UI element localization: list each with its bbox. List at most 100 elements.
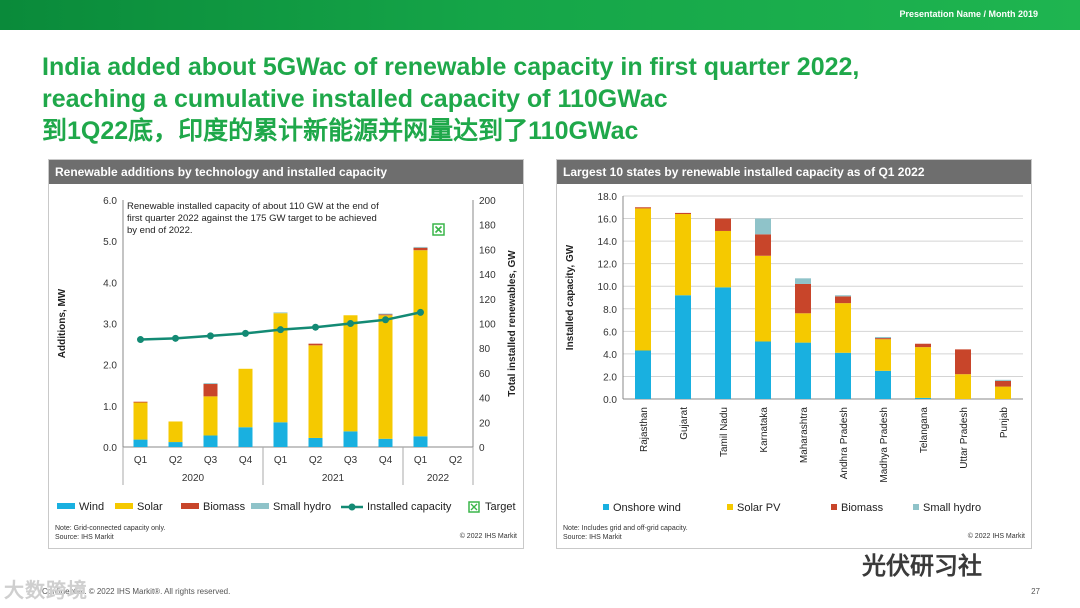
y-tick-label: 2.0 xyxy=(103,361,117,372)
x-tick-label: Q2 xyxy=(169,455,183,466)
note-states: Note: Includes grid and off-grid capacit… xyxy=(563,525,688,532)
legend-label: Small hydro xyxy=(273,501,331,513)
bar-segment-biomass xyxy=(915,343,931,348)
bar-segment-onshore-wind xyxy=(635,350,651,399)
chart-title-additions: Renewable additions by technology and in… xyxy=(49,160,523,184)
bar-segment-onshore-wind xyxy=(755,341,771,399)
bar-segment-wind xyxy=(273,422,288,447)
x-tick-label: Andhra Pradesh xyxy=(839,407,850,479)
bar-segment-biomass xyxy=(795,283,811,314)
bar-segment-biomass xyxy=(675,212,691,215)
y-tick-label: 5.0 xyxy=(103,237,117,248)
y-tick-label: 3.0 xyxy=(103,320,117,331)
legend-label: Onshore wind xyxy=(613,502,681,514)
legend-swatch xyxy=(727,504,733,510)
bar-segment-solar-pv xyxy=(995,386,1011,399)
installed-capacity-point xyxy=(137,336,144,344)
installed-capacity-point xyxy=(417,308,424,316)
presentation-name: Presentation Name / Month 2019 xyxy=(899,9,1038,19)
y2-tick-label: 160 xyxy=(479,245,496,256)
legend-swatch xyxy=(251,503,269,509)
installed-capacity-point xyxy=(347,320,354,327)
chart-panel-additions: Renewable additions by technology and in… xyxy=(48,159,524,549)
copyright-states: © 2022 IHS Markit xyxy=(967,533,1025,540)
year-label: 2020 xyxy=(182,473,205,484)
y-tick-label: 6.0 xyxy=(103,196,117,207)
chart-title-states: Largest 10 states by renewable installed… xyxy=(557,160,1031,184)
bar-segment-wind xyxy=(308,437,323,447)
bar-segment-biomass xyxy=(715,218,731,231)
bar-segment-solar xyxy=(413,250,428,437)
bar-segment-small-hydro xyxy=(795,278,811,284)
bar-segment-solar xyxy=(308,345,323,438)
bar-segment-solar-pv xyxy=(875,339,891,371)
bar-segment-biomass xyxy=(755,234,771,256)
bar-segment-small-hydro xyxy=(413,246,428,248)
x-tick-label: Q1 xyxy=(414,455,428,466)
bar-segment-biomass xyxy=(308,343,323,346)
bar-segment-onshore-wind xyxy=(875,370,891,399)
watermark-left: 大数跨境 xyxy=(4,580,88,602)
y-axis-title: Installed capacity, GW xyxy=(565,244,576,350)
y-tick-label: 4.0 xyxy=(603,350,617,361)
y-tick-label: 18.0 xyxy=(598,192,618,203)
bar-segment-biomass xyxy=(875,338,891,340)
note-additions: Note: Grid-connected capacity only. xyxy=(55,525,166,532)
y2-tick-label: 140 xyxy=(479,270,496,281)
bar-segment-wind xyxy=(133,439,148,447)
y-tick-label: 2.0 xyxy=(603,372,617,383)
bar-segment-solar xyxy=(168,421,183,443)
installed-capacity-point xyxy=(277,326,284,334)
bar-segment-solar-pv xyxy=(955,374,971,399)
x-tick-label: Q1 xyxy=(274,455,288,466)
x-tick-label: Q3 xyxy=(204,455,218,466)
bar-segment-biomass xyxy=(635,207,651,209)
y2-tick-label: 60 xyxy=(479,369,491,380)
y-tick-label: 1.0 xyxy=(103,402,117,413)
x-tick-label: Q4 xyxy=(379,455,393,466)
x-tick-label: Punjab xyxy=(999,407,1010,439)
y-tick-label: 0.0 xyxy=(603,395,617,406)
x-tick-label: Tamil Nadu xyxy=(719,407,730,457)
bar-segment-biomass xyxy=(203,384,218,397)
y-tick-label: 10.0 xyxy=(598,282,618,293)
source-states: Source: IHS Markit xyxy=(563,534,622,541)
x-tick-label: Maharashtra xyxy=(799,407,810,464)
y-tick-label: 4.0 xyxy=(103,278,117,289)
bar-segment-solar-pv xyxy=(675,214,691,296)
states-chart: 0.0 2.0 4.0 6.0 8.0 10.0 12.0 14.0 16.0 18.0 Insta… xyxy=(565,192,1023,514)
bar-segment-small-hydro xyxy=(835,295,851,297)
slide-title: India added about 5GWac of renewable cap… xyxy=(42,51,859,147)
target-marker-cross xyxy=(434,225,443,234)
y-tick-label: 14.0 xyxy=(598,237,618,248)
title-line-3: 到1Q22底，印度的累计新能源并网量达到了110GWac xyxy=(42,117,639,145)
y-tick-label: 6.0 xyxy=(603,327,617,338)
legend-label: Target xyxy=(485,501,516,513)
legend-swatch xyxy=(57,503,75,509)
bar-segment-small-hydro xyxy=(755,218,771,235)
legend-label: Small hydro xyxy=(923,502,981,514)
x-tick-label: Q2 xyxy=(449,455,463,466)
bar-segment-biomass xyxy=(133,401,148,403)
bar-segment-biomass xyxy=(995,380,1011,387)
y2-tick-label: 40 xyxy=(479,394,491,405)
bar-segment-onshore-wind xyxy=(675,295,691,399)
y2-tick-label: 80 xyxy=(479,344,491,355)
bar-segment-small-hydro xyxy=(273,312,288,314)
installed-capacity-point xyxy=(242,329,249,337)
y2-axis-title: Total installed renewables, GW xyxy=(507,250,518,397)
bar-segment-onshore-wind xyxy=(715,287,731,399)
bar-segment-biomass xyxy=(413,247,428,251)
additions-chart: 0.0 1.0 2.0 3.0 4.0 5.0 6.0 0 20 40 60 80 100 120 140 1… xyxy=(57,196,518,513)
bar-segment-solar-pv xyxy=(755,255,771,342)
bar-segment-small-hydro xyxy=(875,336,891,339)
bar-segment-solar xyxy=(273,313,288,423)
bar-segment-wind xyxy=(238,427,253,447)
y-axis-title: Additions, MW xyxy=(57,288,68,358)
installed-capacity-point xyxy=(382,316,389,324)
legend-swatch xyxy=(181,503,199,509)
y-tick-label: 12.0 xyxy=(598,260,618,271)
y2-tick-label: 100 xyxy=(479,320,496,331)
copyright-additions: © 2022 IHS Markit xyxy=(459,533,517,540)
bar-segment-solar-pv xyxy=(835,303,851,353)
